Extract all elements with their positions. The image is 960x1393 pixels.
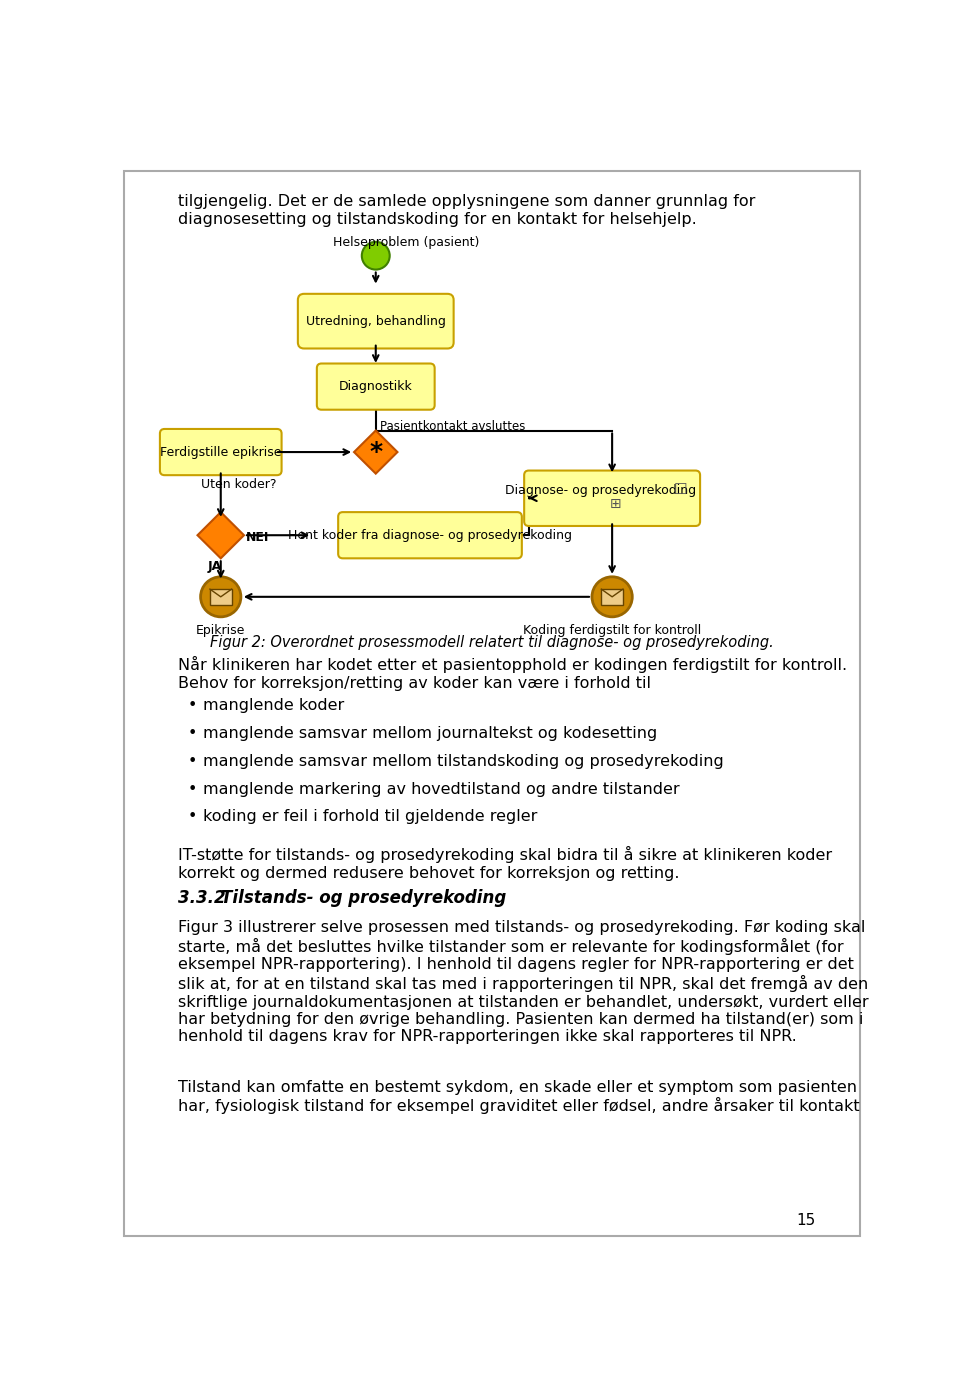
Text: •: • bbox=[187, 809, 197, 825]
Circle shape bbox=[201, 577, 241, 617]
Bar bbox=[601, 589, 623, 605]
Text: Tilstand kan omfatte en bestemt sykdom, en skade eller et symptom som pasienten
: Tilstand kan omfatte en bestemt sykdom, … bbox=[179, 1080, 860, 1114]
Text: manglende samsvar mellom tilstandskoding og prosedyrekoding: manglende samsvar mellom tilstandskoding… bbox=[203, 754, 724, 769]
Text: Uten koder?: Uten koder? bbox=[202, 478, 276, 492]
Polygon shape bbox=[354, 430, 397, 474]
Text: 15: 15 bbox=[796, 1213, 815, 1227]
Text: *: * bbox=[370, 440, 382, 464]
FancyBboxPatch shape bbox=[524, 471, 700, 527]
Text: ⊞: ⊞ bbox=[611, 497, 622, 511]
Text: manglende markering av hovedtilstand og andre tilstander: manglende markering av hovedtilstand og … bbox=[203, 781, 680, 797]
Text: tilgjengelig. Det er de samlede opplysningene som danner grunnlag for
diagnosese: tilgjengelig. Det er de samlede opplysni… bbox=[179, 194, 756, 227]
Text: ☐: ☐ bbox=[674, 482, 687, 496]
FancyBboxPatch shape bbox=[338, 513, 522, 559]
Text: Koding ferdigstilt for kontroll: Koding ferdigstilt for kontroll bbox=[523, 624, 701, 637]
Text: Helseproblem (pasient): Helseproblem (pasient) bbox=[333, 237, 479, 249]
FancyBboxPatch shape bbox=[298, 294, 454, 348]
Text: Utredning, behandling: Utredning, behandling bbox=[306, 315, 445, 327]
Text: •: • bbox=[187, 781, 197, 797]
Circle shape bbox=[362, 242, 390, 270]
FancyBboxPatch shape bbox=[317, 364, 435, 410]
Text: 3.3.2: 3.3.2 bbox=[179, 889, 226, 907]
Text: •: • bbox=[187, 754, 197, 769]
Text: Pasientkontakt avsluttes: Pasientkontakt avsluttes bbox=[379, 419, 525, 433]
Text: IT-støtte for tilstands- og prosedyrekoding skal bidra til å sikre at klinikeren: IT-støtte for tilstands- og prosedyrekod… bbox=[179, 847, 832, 880]
Text: NEI: NEI bbox=[247, 531, 270, 545]
Text: Diagnose- og prosedyrekoding: Diagnose- og prosedyrekoding bbox=[505, 483, 696, 497]
Polygon shape bbox=[198, 513, 244, 559]
FancyBboxPatch shape bbox=[160, 429, 281, 475]
Text: •: • bbox=[187, 726, 197, 741]
Text: Tilstands- og prosedyrekoding: Tilstands- og prosedyrekoding bbox=[221, 889, 506, 907]
Bar bbox=[210, 589, 231, 605]
Text: Når klinikeren har kodet etter et pasientopphold er kodingen ferdigstilt for kon: Når klinikeren har kodet etter et pasien… bbox=[179, 656, 848, 691]
Text: Ferdigstille epikrise: Ferdigstille epikrise bbox=[160, 446, 281, 458]
Text: Epikrise: Epikrise bbox=[196, 624, 246, 637]
Text: JA: JA bbox=[207, 560, 222, 573]
Text: Figur 2: Overordnet prosessmodell relatert til diagnose- og prosedyrekoding.: Figur 2: Overordnet prosessmodell relate… bbox=[210, 635, 774, 651]
Text: koding er feil i forhold til gjeldende regler: koding er feil i forhold til gjeldende r… bbox=[203, 809, 538, 825]
Text: manglende koder: manglende koder bbox=[203, 698, 345, 713]
Text: Figur 3 illustrerer selve prosessen med tilstands- og prosedyrekoding. Før kodin: Figur 3 illustrerer selve prosessen med … bbox=[179, 921, 869, 1045]
Text: •: • bbox=[187, 698, 197, 713]
Text: Hent koder fra diagnose- og prosedyrekoding: Hent koder fra diagnose- og prosedyrekod… bbox=[288, 529, 572, 542]
Circle shape bbox=[592, 577, 633, 617]
Text: manglende samsvar mellom journaltekst og kodesetting: manglende samsvar mellom journaltekst og… bbox=[203, 726, 658, 741]
Text: Diagnostikk: Diagnostikk bbox=[339, 380, 413, 393]
